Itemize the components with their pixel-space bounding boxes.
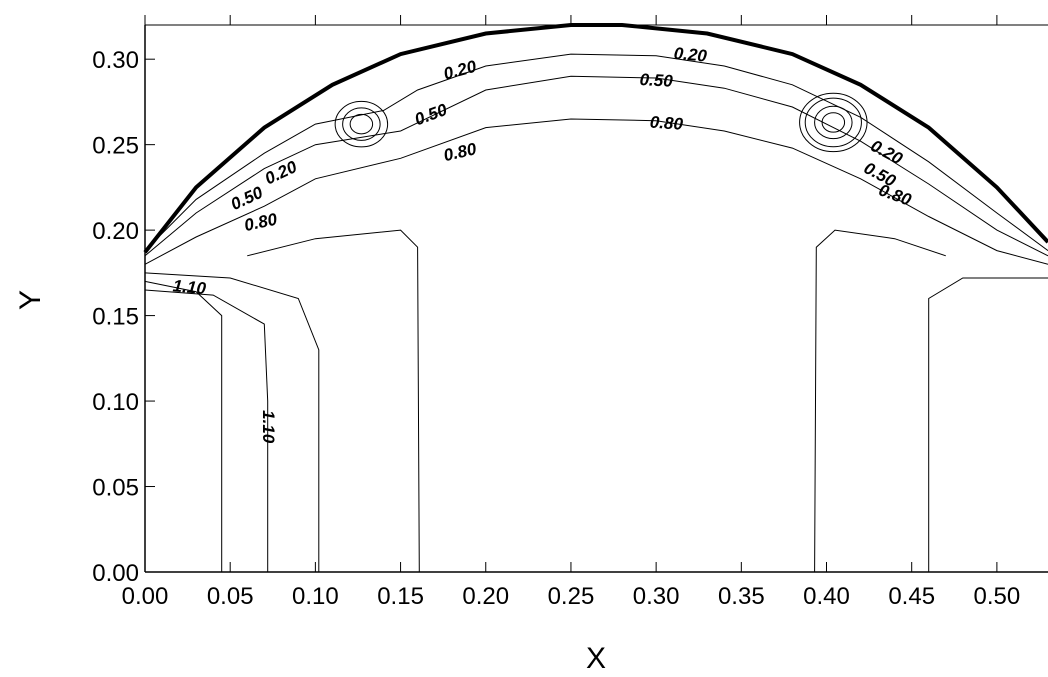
contour-label: 0.80 — [876, 180, 914, 209]
contour-line — [144, 75, 1048, 257]
contour-line — [928, 277, 1048, 572]
y-tick-label: 0.25 — [92, 133, 139, 160]
contour-line — [814, 229, 946, 573]
y-axis-ticks: 0.00 0.05 0.10 0.15 0.20 0.25 0.30 — [92, 47, 155, 587]
contour-label: 1.10 — [259, 410, 278, 444]
contour-line — [144, 118, 1048, 265]
contour-lines — [144, 53, 1048, 573]
x-tick-label: 0.00 — [122, 583, 169, 610]
contour-label: 0.50 — [639, 70, 674, 91]
y-axis-title: Y — [14, 290, 47, 310]
contour-label: 0.20 — [262, 157, 301, 188]
contour-label: 0.80 — [649, 112, 684, 133]
peak-contour-ring — [342, 107, 381, 141]
x-axis-ticks: 0.00 0.05 0.10 0.15 0.20 0.25 0.30 0.35 0.40 0.45… — [122, 15, 1021, 610]
contour-line — [144, 289, 269, 572]
contour-line — [144, 272, 320, 572]
x-tick-label: 0.35 — [718, 583, 765, 610]
x-tick-label: 0.25 — [548, 583, 595, 610]
peak-contour-ring — [814, 105, 853, 140]
peak-contour-ring — [804, 97, 862, 148]
contour-label: 0.50 — [412, 100, 450, 129]
plot-frame — [144, 24, 1048, 573]
x-tick-label: 0.15 — [377, 583, 424, 610]
x-tick-label: 0.20 — [462, 583, 509, 610]
contour-label: 0.50 — [228, 183, 267, 214]
y-tick-label: 0.05 — [92, 475, 139, 502]
outer-boundary-curve — [143, 23, 1048, 254]
contour-labels: 0.200.500.800.200.500.800.200.500.800.20… — [172, 44, 914, 444]
y-tick-label: 0.00 — [92, 560, 139, 587]
y-tick-label: 0.15 — [92, 304, 139, 331]
x-tick-label: 0.50 — [974, 583, 1021, 610]
peak-contours — [334, 92, 868, 153]
peak-contour-ring — [334, 100, 389, 148]
x-tick-label: 0.45 — [888, 583, 935, 610]
x-tick-label: 0.05 — [207, 583, 254, 610]
contour-label: 0.80 — [442, 139, 479, 165]
contour-line — [144, 53, 1048, 252]
peak-contour-ring — [349, 113, 374, 135]
x-tick-label: 0.30 — [633, 583, 680, 610]
y-tick-label: 0.20 — [92, 218, 139, 245]
y-tick-label: 0.10 — [92, 389, 139, 416]
contour-line — [247, 229, 420, 573]
peak-contour-ring — [799, 92, 868, 153]
contour-line — [144, 280, 223, 572]
peak-contour-ring — [821, 112, 846, 133]
contour-label: 0.20 — [673, 44, 708, 66]
contour-label: 1.10 — [172, 276, 207, 298]
x-tick-label: 0.10 — [292, 583, 339, 610]
y-tick-label: 0.30 — [92, 47, 139, 74]
contour-label: 0.20 — [441, 57, 478, 84]
x-axis-title: X — [586, 642, 606, 675]
x-tick-label: 0.40 — [803, 583, 850, 610]
